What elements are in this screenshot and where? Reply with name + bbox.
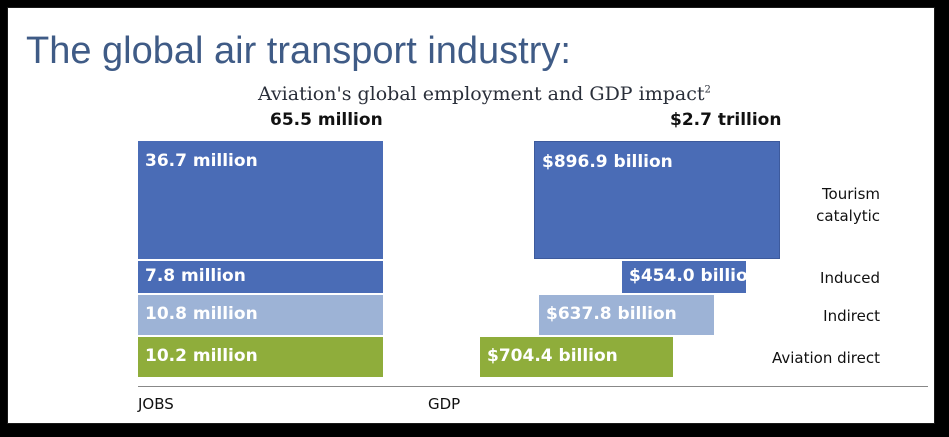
chart-subtitle-text: Aviation's global employment and GDP imp… (258, 83, 705, 105)
jobs-axis-label: JOBS (138, 395, 174, 413)
jobs-total: 65.5 million (270, 110, 383, 130)
category-label: Indirect (823, 305, 880, 327)
gdp-axis-label: GDP (428, 395, 461, 413)
gdp-total: $2.7 trillion (670, 110, 782, 130)
jobs-bar-indirect: 10.8 million (138, 295, 383, 335)
slide-title: The global air transport industry: (26, 30, 571, 72)
jobs-bar-label: 10.8 million (145, 304, 258, 324)
category-label: Tourism catalytic (816, 183, 880, 227)
category-label-line: Indirect (823, 307, 880, 325)
gdp-bar-aviation-direct: $704.4 billion (480, 337, 673, 377)
jobs-bar-tourism-catalytic: 36.7 million (138, 141, 383, 259)
chart-subtitle: Aviation's global employment and GDP imp… (258, 83, 711, 105)
category-label-line: catalytic (816, 207, 880, 225)
gdp-bar-tourism-catalytic: $896.9 billion (534, 141, 780, 259)
gdp-bar-indirect: $637.8 billion (539, 295, 714, 335)
jobs-bar-label: 10.2 million (145, 346, 258, 366)
slide: The global air transport industry: Aviat… (8, 8, 934, 423)
jobs-bar-label: 36.7 million (145, 151, 258, 171)
gdp-bar-label: $896.9 billion (542, 152, 673, 172)
x-axis-line (138, 386, 928, 387)
footnote-marker: 2 (704, 84, 711, 96)
category-label: Induced (820, 267, 880, 289)
gdp-bar-label: $704.4 billion (487, 346, 618, 366)
gdp-bar-label: $454.0 billion (629, 266, 760, 286)
jobs-bar-induced: 7.8 million (138, 261, 383, 293)
jobs-bar-label: 7.8 million (145, 266, 246, 286)
gdp-bar-label: $637.8 billion (546, 304, 677, 324)
category-label-line: Induced (820, 269, 880, 287)
category-label: Aviation direct (772, 347, 880, 369)
jobs-bar-aviation-direct: 10.2 million (138, 337, 383, 377)
category-label-line: Tourism (821, 185, 880, 203)
category-label-line: Aviation direct (771, 349, 880, 367)
gdp-bar-induced: $454.0 billion (622, 261, 760, 293)
